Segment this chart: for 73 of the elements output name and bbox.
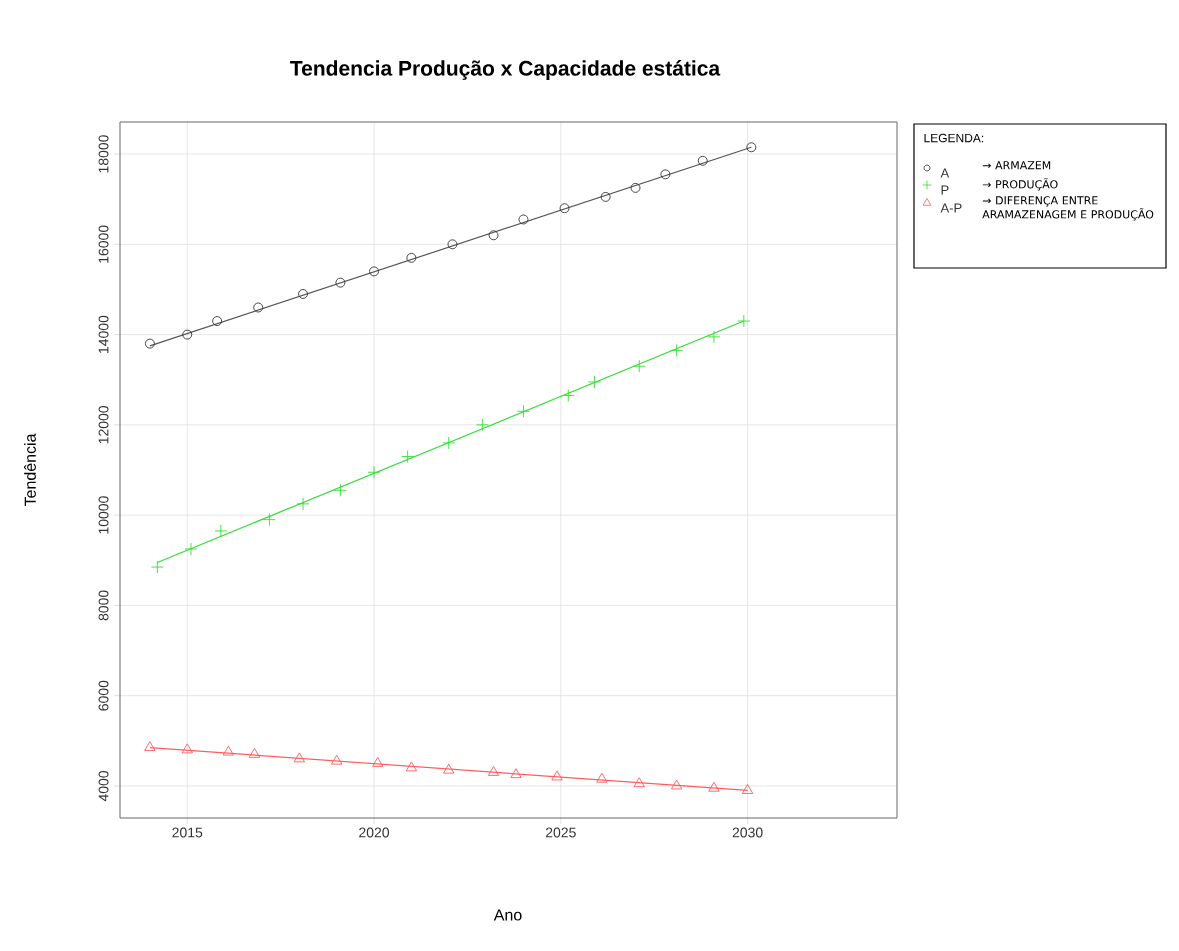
point xyxy=(405,761,418,772)
point xyxy=(510,768,522,779)
point xyxy=(181,743,193,754)
point xyxy=(561,389,575,402)
point xyxy=(212,316,223,326)
point xyxy=(369,266,379,277)
point xyxy=(630,182,641,193)
point xyxy=(401,450,415,463)
point xyxy=(367,465,381,479)
point xyxy=(708,781,720,792)
point xyxy=(447,239,458,250)
point xyxy=(298,289,308,299)
y-axis-title: Tendência xyxy=(24,433,36,507)
point xyxy=(475,418,489,432)
point xyxy=(737,314,751,328)
point xyxy=(559,203,570,214)
point xyxy=(587,375,601,389)
y-tick-label: 4000 xyxy=(98,770,109,802)
y-tick-label: 6000 xyxy=(98,680,109,711)
point xyxy=(262,513,276,527)
x-tick-label: 2020 xyxy=(359,827,390,838)
point xyxy=(144,338,155,349)
point xyxy=(596,772,608,783)
point xyxy=(487,765,500,776)
y-tick-label: 18000 xyxy=(98,135,109,173)
point xyxy=(488,230,499,241)
point xyxy=(248,747,261,758)
point xyxy=(741,784,754,794)
point xyxy=(670,779,683,790)
point xyxy=(517,404,530,418)
point xyxy=(182,329,193,340)
point xyxy=(293,752,305,763)
point xyxy=(746,142,757,153)
point xyxy=(697,155,708,166)
y-tick-label: 10000 xyxy=(98,496,109,534)
point xyxy=(253,302,264,313)
point xyxy=(518,214,529,225)
point xyxy=(551,770,563,781)
point xyxy=(406,252,417,263)
x-axis-title: Ano xyxy=(493,909,522,921)
chart-title: Tendencia Produção x Capacidade estática xyxy=(290,60,721,80)
point xyxy=(600,191,611,202)
legend-label: P xyxy=(941,185,949,195)
text: → ARMAZEM xyxy=(982,161,1051,170)
y-tick-label: 12000 xyxy=(98,405,109,444)
y-tick-label: 16000 xyxy=(98,225,109,263)
text: → PRODUÇÃO xyxy=(982,178,1058,191)
legend-title: LEGENDA: xyxy=(924,133,984,143)
text: → DIFERENÇA ENTRE ARAMAZENAGEM E PRODUÇÃO xyxy=(982,196,1154,221)
point xyxy=(660,169,671,180)
point xyxy=(632,359,646,373)
point xyxy=(633,777,645,788)
x-tick-label: 2015 xyxy=(172,827,203,838)
point xyxy=(222,745,234,756)
point xyxy=(184,542,198,556)
point xyxy=(150,560,164,574)
point xyxy=(331,754,343,765)
legend-label: A-P xyxy=(940,203,962,213)
point xyxy=(214,524,228,538)
point xyxy=(442,436,456,450)
point xyxy=(333,483,347,497)
x-tick-label: 2030 xyxy=(732,827,763,838)
legend-label: A xyxy=(940,168,950,178)
y-tick-label: 8000 xyxy=(98,590,109,621)
point xyxy=(670,343,684,357)
y-tick-label: 14000 xyxy=(98,315,109,353)
point xyxy=(335,277,346,288)
point xyxy=(707,330,721,344)
x-tick-label: 2025 xyxy=(545,827,576,838)
point xyxy=(144,741,156,752)
point xyxy=(296,497,310,511)
point xyxy=(443,763,455,774)
point xyxy=(372,756,384,767)
